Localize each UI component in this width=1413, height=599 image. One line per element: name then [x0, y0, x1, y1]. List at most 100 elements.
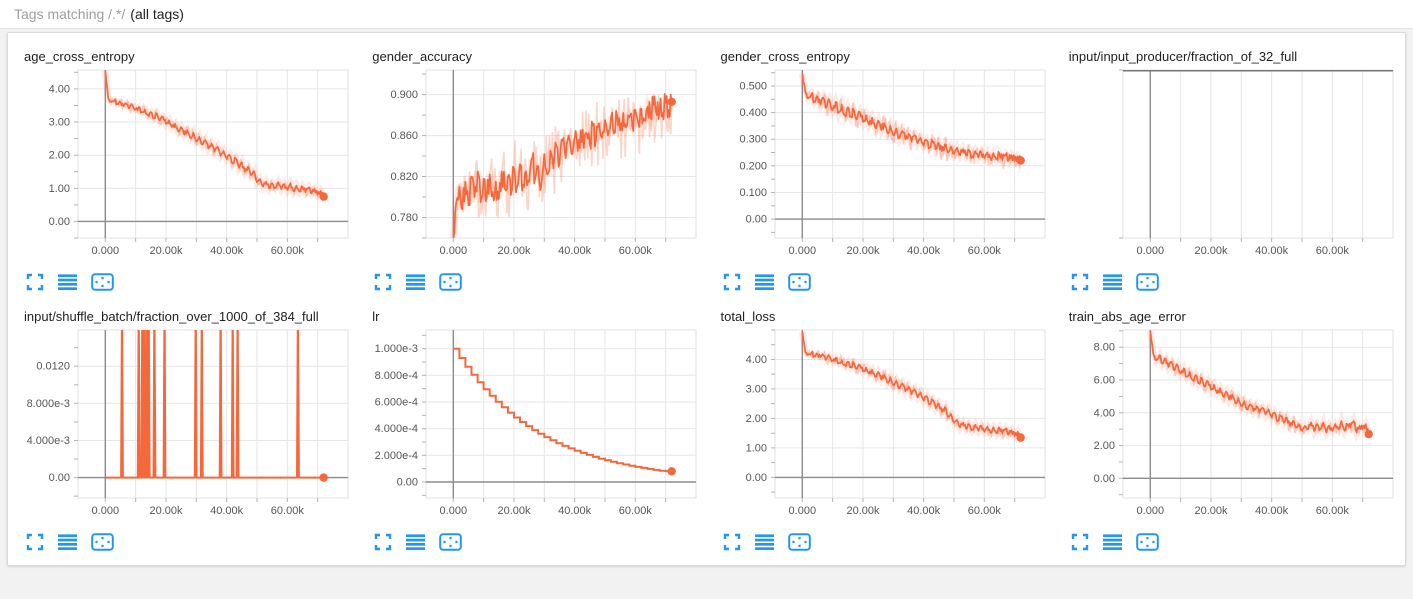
expand-icon [26, 273, 44, 291]
fit-domain-button[interactable] [437, 271, 464, 293]
expand-icon [374, 533, 392, 551]
svg-text:60.00k: 60.00k [1316, 505, 1350, 517]
svg-text:60.00k: 60.00k [1316, 245, 1350, 257]
svg-text:20.00k: 20.00k [846, 505, 880, 517]
expand-icon [374, 273, 392, 291]
chart-toolbar [14, 262, 358, 297]
fit-domain-button[interactable] [1134, 531, 1161, 553]
svg-text:0.300: 0.300 [739, 134, 767, 146]
svg-text:4.00: 4.00 [49, 83, 70, 95]
fit-domain-icon [1135, 533, 1159, 551]
svg-text:60.00k: 60.00k [967, 505, 1001, 517]
svg-text:0.000: 0.000 [440, 245, 468, 257]
svg-text:0.000: 0.000 [440, 505, 468, 517]
svg-text:60.00k: 60.00k [619, 505, 653, 517]
expand-chart-button[interactable] [372, 271, 394, 293]
svg-text:0.000: 0.000 [788, 505, 816, 517]
run-selector-button[interactable] [56, 271, 79, 293]
fit-domain-button[interactable] [89, 531, 116, 553]
chart-plot-area[interactable]: 0.000 20.00k 40.00k 60.00k [1059, 66, 1399, 262]
chart-card: input/shuffle_batch/fraction_over_1000_o… [10, 297, 358, 557]
chart-title: age_cross_entropy [24, 49, 135, 64]
run-selector-button[interactable] [753, 531, 776, 553]
svg-text:1.000e-3: 1.000e-3 [375, 343, 418, 355]
scalars-card: age_cross_entropy 0.000 20.00k 40.00k 60.00k… [7, 32, 1406, 566]
chart-plot-area[interactable]: 0.000 20.00k 40.00k 60.00k 0.00 2.000e-4 4.000… [362, 326, 702, 522]
expand-icon [26, 533, 44, 551]
run-selector-icon [1102, 273, 1122, 291]
svg-text:0.780: 0.780 [391, 212, 419, 224]
fit-domain-button[interactable] [1134, 271, 1161, 293]
chart-title: input/shuffle_batch/fraction_over_1000_o… [24, 309, 319, 324]
chart-card: input/input_producer/fraction_of_32_full… [1055, 37, 1403, 297]
expand-chart-button[interactable] [24, 271, 46, 293]
svg-text:40.00k: 40.00k [1255, 245, 1289, 257]
svg-text:0.000: 0.000 [1136, 505, 1164, 517]
svg-text:20.00k: 20.00k [149, 245, 183, 257]
svg-text:1.00: 1.00 [745, 442, 766, 454]
svg-text:0.400: 0.400 [739, 107, 767, 119]
chart-plot-area[interactable]: 0.000 20.00k 40.00k 60.00k 0.00 1.00 2.00 3.00 4… [14, 66, 354, 262]
svg-text:60.00k: 60.00k [271, 505, 305, 517]
svg-text:40.00k: 40.00k [210, 505, 244, 517]
svg-text:8.000e-4: 8.000e-4 [375, 370, 418, 382]
svg-text:0.200: 0.200 [739, 160, 767, 172]
svg-text:40.00k: 40.00k [558, 245, 592, 257]
svg-text:0.00: 0.00 [1093, 473, 1114, 485]
svg-text:2.00: 2.00 [1093, 440, 1114, 452]
run-selector-icon [58, 273, 77, 291]
fit-domain-icon [91, 273, 114, 291]
expand-icon [1071, 273, 1089, 291]
run-selector-button[interactable] [404, 531, 427, 553]
svg-text:20.00k: 20.00k [846, 245, 880, 257]
svg-text:4.000e-3: 4.000e-3 [27, 435, 70, 447]
fit-domain-button[interactable] [437, 531, 464, 553]
chart-card: age_cross_entropy 0.000 20.00k 40.00k 60.00k… [10, 37, 358, 297]
chart-plot-area[interactable]: 0.000 20.00k 40.00k 60.00k 0.00 1.00 2.00 3.00 4… [711, 326, 1051, 522]
chart-plot-area[interactable]: 0.000 20.00k 40.00k 60.00k 0.00 4.000e-3 8.000… [14, 326, 354, 522]
svg-text:40.00k: 40.00k [907, 505, 941, 517]
chart-toolbar [711, 262, 1055, 297]
chart-card: gender_accuracy 0.000 20.00k 40.00k 60.00k 0.… [358, 37, 706, 297]
fit-domain-icon [1135, 273, 1159, 291]
chart-title: train_abs_age_error [1068, 309, 1186, 324]
svg-text:20.00k: 20.00k [1194, 505, 1228, 517]
svg-text:0.0120: 0.0120 [36, 361, 70, 373]
svg-text:60.00k: 60.00k [967, 245, 1001, 257]
chart-plot-area[interactable]: 0.000 20.00k 40.00k 60.00k 0.780 0.820 0.860 0.… [362, 66, 702, 262]
svg-text:60.00k: 60.00k [619, 245, 653, 257]
svg-text:0.860: 0.860 [391, 130, 419, 142]
run-selector-icon [406, 533, 426, 551]
svg-text:40.00k: 40.00k [558, 505, 592, 517]
svg-text:0.000: 0.000 [788, 245, 816, 257]
run-selector-button[interactable] [1101, 531, 1124, 553]
run-selector-button[interactable] [404, 271, 427, 293]
svg-text:0.000: 0.000 [1136, 245, 1164, 257]
fit-domain-button[interactable] [786, 531, 813, 553]
expand-chart-button[interactable] [721, 531, 743, 553]
run-selector-button[interactable] [56, 531, 79, 553]
svg-text:0.00: 0.00 [745, 214, 766, 226]
chart-plot-area[interactable]: 0.000 20.00k 40.00k 60.00k 0.00 2.00 4.00 6.00 8… [1059, 326, 1399, 522]
expand-chart-button[interactable] [24, 531, 46, 553]
fit-domain-button[interactable] [89, 271, 116, 293]
svg-text:0.900: 0.900 [391, 89, 419, 101]
svg-text:4.00: 4.00 [745, 354, 766, 366]
run-selector-button[interactable] [1101, 271, 1124, 293]
svg-text:0.00: 0.00 [49, 216, 70, 228]
expand-chart-button[interactable] [372, 531, 394, 553]
expand-chart-button[interactable] [1069, 271, 1091, 293]
svg-text:20.00k: 20.00k [1194, 245, 1228, 257]
expand-chart-button[interactable] [721, 271, 743, 293]
chart-title: total_loss [720, 309, 776, 324]
fit-domain-icon [439, 273, 463, 291]
tags-filter-bar[interactable]: Tags matching /.*/ (all tags) [0, 0, 1413, 29]
chart-plot-area[interactable]: 0.000 20.00k 40.00k 60.00k 0.00 0.100 0.200 0.3… [711, 66, 1051, 262]
run-selector-icon [754, 533, 774, 551]
all-tags-label: (all tags) [130, 6, 184, 22]
expand-chart-button[interactable] [1069, 531, 1091, 553]
chart-card: total_loss 0.000 20.00k 40.00k 60.00k 0.00 1.0… [707, 297, 1055, 557]
run-selector-icon [406, 273, 426, 291]
run-selector-button[interactable] [753, 271, 776, 293]
fit-domain-button[interactable] [786, 271, 813, 293]
